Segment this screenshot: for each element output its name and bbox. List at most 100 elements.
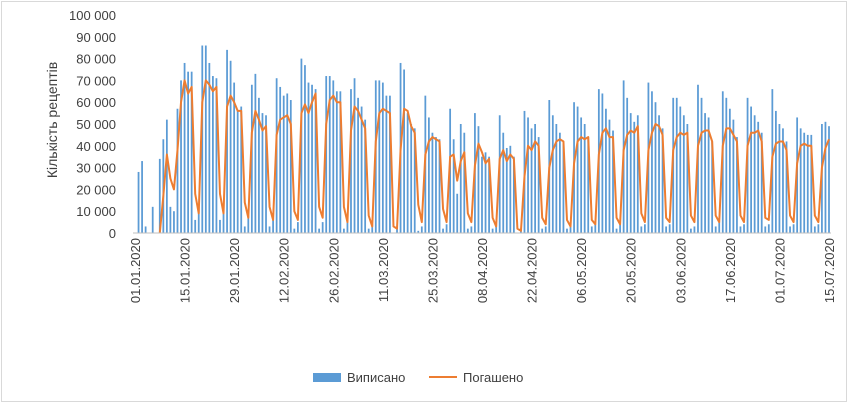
bar [736, 137, 738, 233]
bar [551, 115, 554, 233]
bar [824, 121, 827, 233]
bar [806, 134, 809, 233]
bar [690, 228, 692, 233]
bar [488, 156, 490, 233]
bar [636, 115, 639, 233]
bar [466, 228, 469, 233]
bar [385, 95, 388, 233]
bar [357, 97, 359, 233]
bar [775, 110, 777, 233]
bar [615, 228, 618, 233]
bar [799, 128, 802, 233]
y-axis: 0 10 000 20 000 30 000 40 000 50 000 60 000 70 … [69, 8, 116, 241]
x-tick-label: 08.04.2020 [475, 238, 490, 303]
bar [165, 119, 168, 233]
y-tick-label: 60 000 [76, 95, 116, 110]
y-tick-label: 30 000 [76, 161, 116, 176]
x-tick-label: 22.04.2020 [525, 238, 540, 303]
x-tick-label: 15.01.2020 [178, 238, 193, 303]
bar [215, 78, 218, 233]
bar [286, 93, 289, 233]
bar [403, 69, 405, 233]
bar [509, 145, 512, 233]
bar [410, 124, 413, 233]
bar [803, 132, 806, 233]
bar [346, 222, 349, 233]
bar [753, 115, 756, 233]
x-axis: 01.01.2020 15.01.2020 29.01.2020 12.02.2020… [128, 238, 837, 303]
bar [420, 226, 423, 233]
bar [601, 93, 604, 233]
bar [194, 219, 197, 233]
x-tick-label: 17.06.2020 [723, 238, 738, 303]
bar [158, 158, 161, 233]
x-tick-label: 12.02.2020 [277, 238, 292, 303]
bar [707, 117, 710, 233]
y-tick-label: 20 000 [76, 182, 116, 197]
bar [353, 78, 356, 233]
bar [527, 117, 529, 233]
bar [389, 95, 391, 233]
bar [307, 82, 310, 233]
bar [247, 215, 250, 233]
bar [463, 132, 466, 233]
x-tick-label: 06.05.2020 [574, 238, 589, 303]
bar [456, 193, 459, 233]
bar [502, 132, 505, 233]
bar [481, 156, 483, 233]
bar [679, 106, 682, 233]
bar [332, 80, 335, 234]
bar [406, 113, 409, 233]
bar [236, 110, 239, 233]
bar [240, 106, 243, 233]
bar [367, 228, 370, 233]
y-axis-title: Кількість рецептів [44, 62, 60, 178]
bar [760, 132, 763, 233]
legend-label-vypysano: Виписано [347, 370, 405, 385]
bar [569, 224, 572, 233]
bar [250, 84, 253, 233]
bar [318, 228, 321, 233]
bar [254, 73, 257, 233]
bar [364, 119, 367, 233]
bar [576, 106, 579, 233]
bar [219, 219, 221, 233]
bar [534, 124, 536, 233]
bar [686, 124, 689, 233]
bar [190, 71, 193, 234]
bar [261, 113, 264, 233]
bar [594, 224, 597, 233]
bar [265, 115, 267, 233]
bar [328, 76, 331, 233]
bar [321, 222, 324, 233]
bar [201, 45, 204, 233]
bar [173, 211, 175, 233]
bar [222, 211, 225, 233]
bar [442, 228, 444, 233]
bar [750, 106, 752, 233]
bar [229, 60, 232, 233]
bar [757, 121, 760, 233]
bar [477, 126, 480, 233]
bar [435, 137, 437, 233]
bar [725, 97, 728, 233]
y-tick-label: 100 000 [69, 8, 116, 23]
bar [700, 97, 703, 233]
bar [459, 124, 462, 233]
bar [704, 113, 706, 233]
bar [562, 143, 565, 233]
bar [605, 108, 607, 233]
bar [782, 128, 784, 233]
bar [314, 89, 317, 234]
y-tick-label: 70 000 [76, 73, 116, 88]
x-tick-label: 25.03.2020 [425, 238, 440, 303]
bar [335, 91, 338, 233]
bar [633, 121, 636, 233]
bar [643, 224, 646, 233]
bar [767, 224, 770, 233]
bar [204, 45, 207, 233]
bar [378, 80, 381, 234]
bar [438, 139, 441, 233]
bar [484, 152, 487, 233]
bar [169, 206, 172, 233]
